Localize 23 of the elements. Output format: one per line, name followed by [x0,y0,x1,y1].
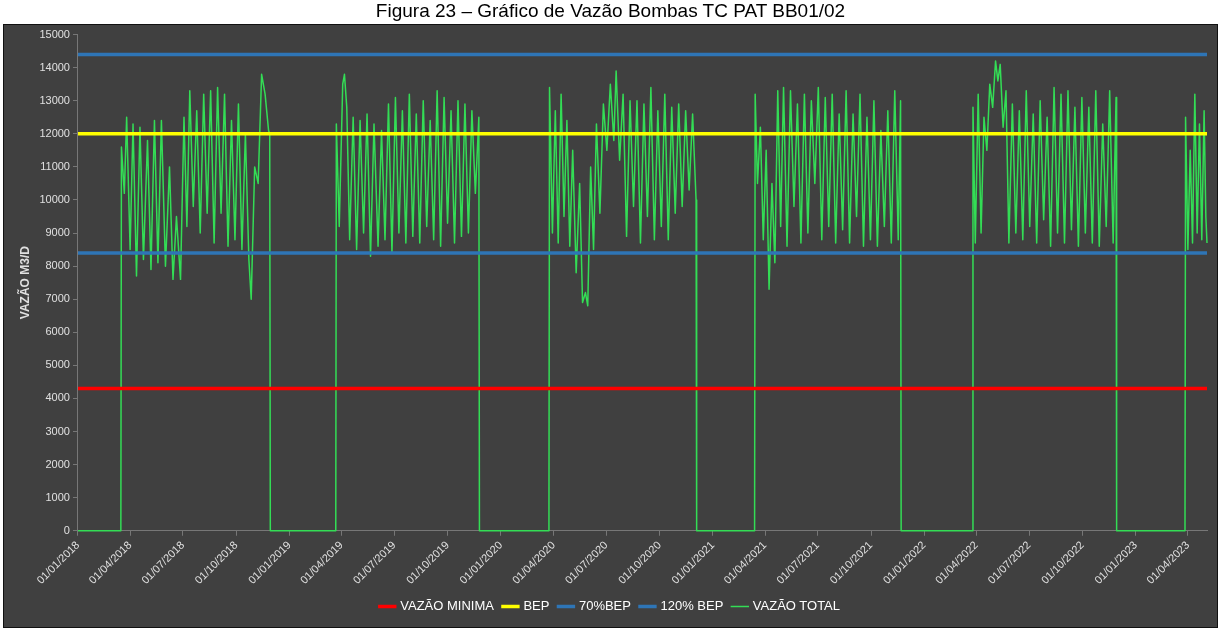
y-tick-label: 8000 [45,259,70,272]
y-tick-label: 5000 [45,358,70,371]
legend-label: 70%BEP [578,598,631,614]
y-tick-label: 10000 [39,193,70,206]
y-tick-label: 0 [63,523,70,536]
y-tick-label: 4000 [45,391,70,404]
y-axis-title: VAZÃO M3/D [16,245,32,320]
chart-title: Figura 23 – Gráfico de Vazão Bombas TC PAT BB01/02 [374,0,847,22]
y-tick-label: 11000 [40,159,70,172]
y-tick-label: 12000 [39,126,70,139]
legend-label: BEP [523,598,550,614]
y-tick-label: 9000 [45,226,70,239]
y-tick-label: 3000 [45,424,70,437]
y-tick-label: 7000 [45,292,70,305]
y-tick-label: 2000 [45,457,70,470]
y-tick-label: 14000 [39,60,70,73]
y-tick-label: 13000 [39,93,70,106]
y-tick-label: 15000 [39,27,70,40]
legend-label: 120% BEP [660,598,724,614]
y-tick-label: 6000 [45,325,70,338]
y-tick-label: 1000 [45,490,70,503]
legend-label: VAZÃO TOTAL [752,598,841,614]
legend-label: VAZÃO MINIMA [400,598,495,614]
